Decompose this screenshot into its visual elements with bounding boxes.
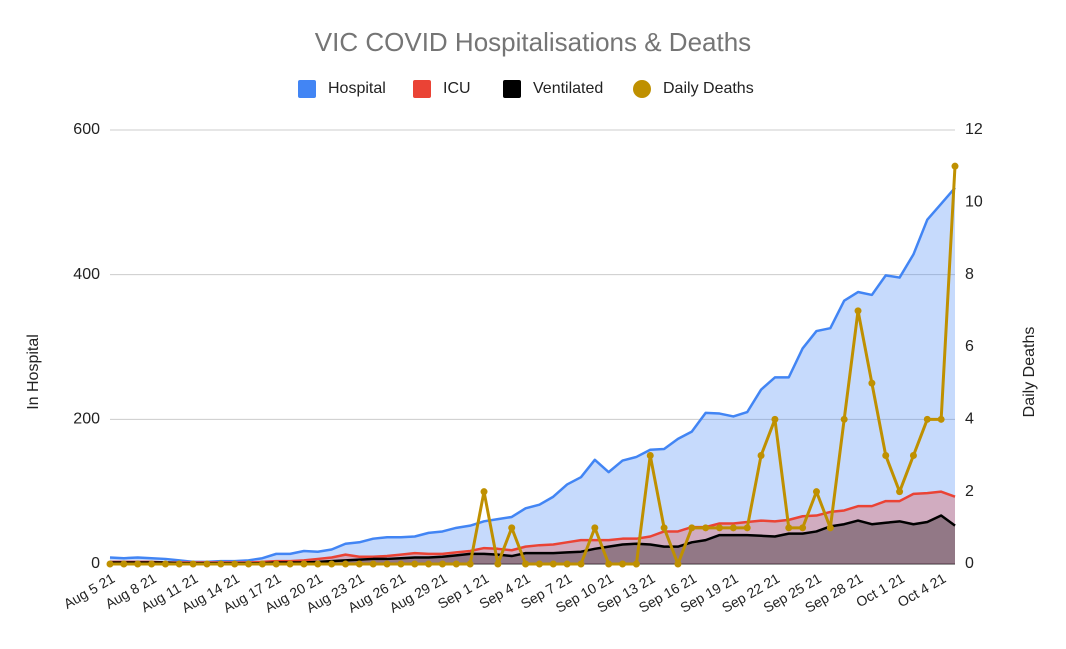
y2-tick-label: 4 — [965, 411, 974, 428]
area — [110, 187, 955, 564]
point — [189, 560, 197, 568]
point — [494, 560, 502, 568]
point — [300, 560, 308, 568]
point — [937, 415, 945, 423]
point — [369, 560, 377, 568]
point — [660, 524, 668, 532]
point — [923, 415, 931, 423]
area — [110, 515, 955, 564]
point — [258, 560, 266, 568]
point — [882, 452, 890, 459]
y2-tick-label: 6 — [965, 338, 974, 355]
y-tick-label: 0 — [91, 555, 100, 572]
point — [729, 524, 737, 532]
legend-swatch — [503, 80, 521, 98]
chart-title: VIC COVID Hospitalisations & Deaths — [315, 27, 751, 57]
point — [286, 560, 294, 568]
point — [522, 560, 530, 568]
point — [397, 560, 405, 568]
point — [757, 452, 765, 459]
point — [106, 560, 114, 568]
point — [203, 560, 211, 568]
y-tick-label: 200 — [73, 411, 100, 428]
point — [619, 560, 627, 568]
area — [110, 491, 955, 564]
point — [341, 560, 349, 568]
y2-tick-label: 12 — [965, 121, 983, 138]
point — [148, 560, 156, 568]
legend-swatch — [298, 80, 316, 98]
point — [217, 560, 225, 568]
point — [231, 560, 239, 568]
point — [785, 524, 793, 532]
point — [508, 524, 516, 532]
point — [688, 524, 696, 532]
point — [771, 415, 779, 423]
point — [175, 560, 183, 568]
legend-label: Hospital — [328, 80, 386, 97]
y2-tick-label: 8 — [965, 266, 974, 283]
point — [840, 415, 848, 423]
y2-axis-title: Daily Deaths — [1021, 327, 1038, 418]
point — [314, 560, 322, 568]
legend-swatch — [633, 80, 651, 98]
y2-tick-label: 2 — [965, 483, 974, 500]
point — [799, 524, 807, 532]
point — [909, 452, 917, 459]
point — [591, 524, 599, 532]
point — [826, 524, 834, 532]
point — [134, 560, 142, 568]
point — [466, 560, 474, 568]
point — [702, 524, 710, 532]
point — [161, 560, 169, 568]
legend-label: Ventilated — [533, 80, 603, 97]
point — [425, 560, 433, 568]
point — [355, 560, 363, 568]
point — [674, 560, 682, 568]
point — [812, 488, 820, 496]
point — [452, 560, 460, 568]
y-tick-label: 600 — [73, 121, 100, 138]
point — [563, 560, 571, 568]
point — [549, 560, 557, 568]
point — [951, 162, 959, 170]
point — [716, 524, 724, 532]
point — [605, 560, 613, 568]
point — [411, 560, 419, 568]
point — [480, 488, 488, 496]
point — [854, 307, 862, 315]
point — [438, 560, 446, 568]
point — [535, 560, 543, 568]
point — [743, 524, 751, 532]
point — [120, 560, 128, 568]
point — [646, 452, 654, 459]
point — [868, 379, 876, 387]
y2-tick-label: 10 — [965, 194, 983, 211]
y-axis-title: In Hospital — [25, 334, 42, 410]
point — [383, 560, 391, 568]
point — [328, 560, 336, 568]
point — [896, 488, 904, 496]
point — [632, 560, 640, 568]
x-tick-label: Oct 4 21 — [895, 570, 949, 610]
y-tick-label: 400 — [73, 266, 100, 283]
point — [245, 560, 253, 568]
point — [577, 560, 585, 568]
area-line — [109, 187, 956, 564]
point — [272, 560, 280, 568]
y2-tick-label: 0 — [965, 555, 974, 572]
legend-label: ICU — [443, 80, 471, 97]
legend-swatch — [413, 80, 431, 98]
legend-label: Daily Deaths — [663, 80, 754, 97]
